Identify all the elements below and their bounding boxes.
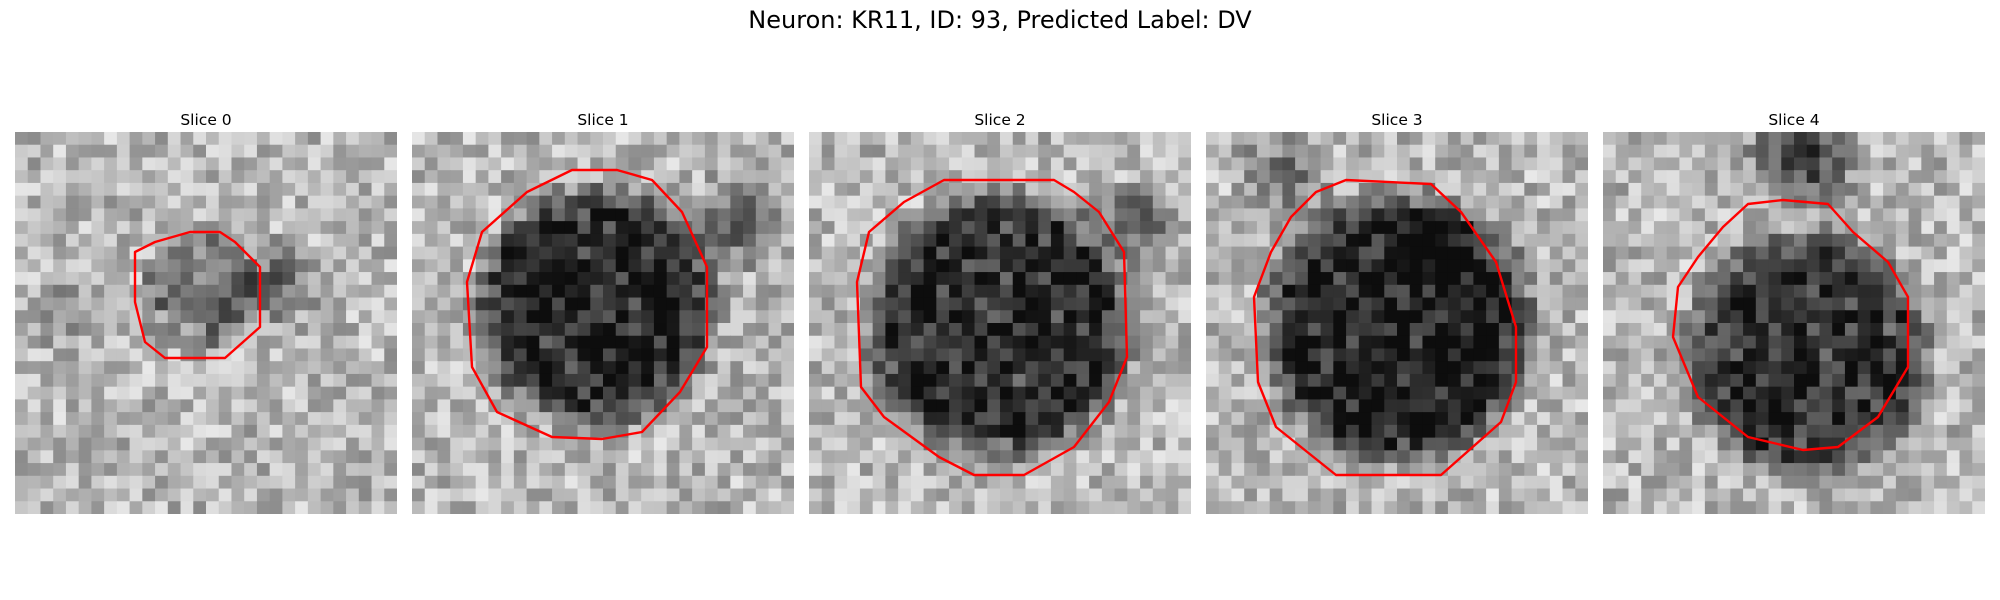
pixel-grid — [15, 132, 397, 514]
slice-title-1: Slice 1 — [577, 111, 629, 129]
slice-image-3 — [1206, 132, 1588, 514]
slice-title-4: Slice 4 — [1768, 111, 1820, 129]
roi-outline — [133, 230, 262, 360]
slice-panel-4: Slice 4 — [1603, 108, 1985, 514]
roi-outline — [465, 168, 709, 441]
slice-image-4 — [1603, 132, 1985, 514]
roi-outline — [1671, 198, 1910, 452]
slice-panel-1: Slice 1 — [412, 108, 794, 514]
pixel-grid — [412, 132, 794, 514]
roi-outline — [855, 178, 1129, 477]
slice-image-2 — [809, 132, 1191, 514]
roi-outline — [1252, 178, 1518, 477]
slice-title-3: Slice 3 — [1371, 111, 1423, 129]
figure-title: Neuron: KR11, ID: 93, Predicted Label: D… — [748, 6, 1252, 34]
slice-title-0: Slice 0 — [180, 111, 232, 129]
slice-panel-2: Slice 2 — [809, 108, 1191, 514]
slice-image-0 — [15, 132, 397, 514]
slice-panel-0: Slice 0 — [15, 108, 397, 514]
pixel-grid — [1603, 132, 1985, 514]
slice-title-2: Slice 2 — [974, 111, 1026, 129]
pixel-grid — [809, 132, 1191, 514]
slice-image-1 — [412, 132, 794, 514]
slice-panel-3: Slice 3 — [1206, 108, 1588, 514]
pixel-grid — [1206, 132, 1588, 514]
